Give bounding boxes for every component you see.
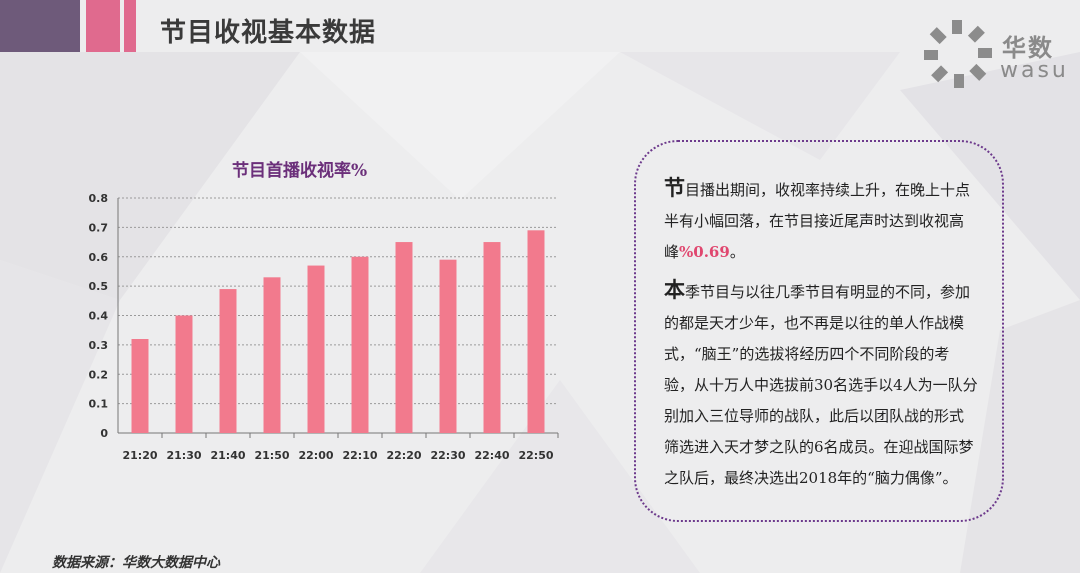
y-tick-label: 0.7 (89, 221, 109, 234)
y-tick-label: 0.8 (89, 192, 109, 205)
x-tick-label: 22:50 (518, 449, 553, 462)
bar (483, 242, 501, 433)
x-tick-label: 22:20 (386, 449, 421, 462)
paragraph-2-initial: 本 (664, 277, 685, 302)
x-tick-label: 22:10 (342, 449, 377, 462)
paragraph-2: 本季节目与以往几季节目有明显的不同，参加的都是天才少年，也不再是以往的单人作战模… (664, 274, 978, 494)
x-tick-label: 22:00 (298, 449, 333, 462)
header-accent-purple (0, 0, 80, 52)
paragraph-1-initial: 节 (664, 175, 685, 200)
logo-text-cn: 华数 (1002, 34, 1054, 62)
bar (307, 265, 325, 433)
x-tick-label: 22:40 (474, 449, 509, 462)
bar (131, 339, 149, 433)
bar (263, 277, 281, 433)
header-accent-pink (86, 0, 120, 52)
bar (395, 242, 413, 433)
paragraph-1: 节目播出期间，收视率持续上升，在晚上十点半有小幅回落，在节目接近尾声时达到收视高… (664, 172, 978, 268)
y-tick-label: 0.5 (89, 280, 109, 293)
bar (439, 259, 457, 433)
paragraph-1-end: 。 (729, 243, 745, 261)
x-tick-label: 21:50 (254, 449, 289, 462)
bar-chart: 0 0.1 0.2 0.3 0.4 0.5 0.6 0.7 0.8 21:20 21:30 21:40… (89, 192, 559, 462)
paragraph-1-text: 目播出期间，收视率持续上升，在晚上十点半有小幅回落，在节目接近尾声时达到收视高峰 (664, 181, 971, 261)
y-tick-label: 0.6 (89, 251, 109, 264)
y-tick-label: 0.1 (89, 398, 109, 411)
x-tick-label: 21:40 (210, 449, 245, 462)
page-title: 节目收视基本数据 (160, 18, 377, 48)
bar (219, 289, 237, 433)
x-tick-label: 21:20 (122, 449, 157, 462)
peak-rating-highlight: %0.69 (679, 243, 730, 261)
y-tick-label: 0.2 (89, 368, 109, 381)
header-accent-pink-narrow (124, 0, 136, 52)
y-tick-label: 0 (100, 427, 108, 440)
wasu-logo-icon (924, 20, 992, 88)
data-source: 数据来源：华数大数据中心 (52, 555, 220, 571)
paragraph-2-text: 季节目与以往几季节目有明显的不同，参加的都是天才少年，也不再是以往的单人作战模式… (664, 283, 978, 487)
bar (527, 230, 545, 433)
bar (351, 256, 369, 433)
y-tick-label: 0.4 (89, 310, 109, 323)
bar (175, 315, 193, 433)
y-tick-label: 0.3 (89, 339, 109, 352)
x-tick-label: 22:30 (430, 449, 465, 462)
description-box: 节目播出期间，收视率持续上升，在晚上十点半有小幅回落，在节目接近尾声时达到收视高… (634, 140, 1004, 522)
chart-title: 节目首播收视率% (232, 161, 368, 181)
x-tick-label: 21:30 (166, 449, 201, 462)
logo-text-en: wasu (1000, 58, 1069, 83)
